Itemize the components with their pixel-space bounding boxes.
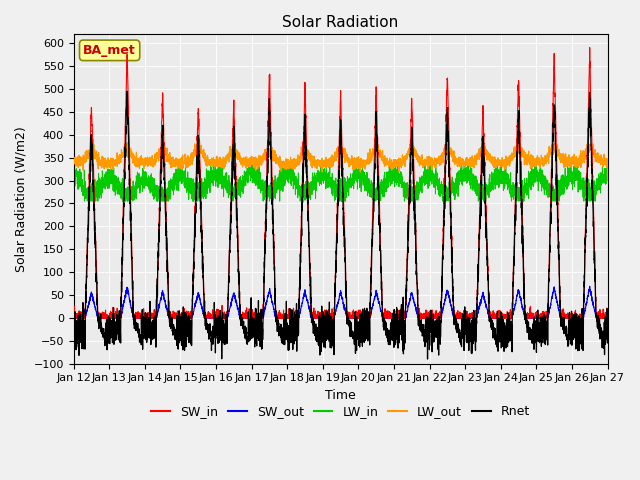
Title: Solar Radiation: Solar Radiation — [282, 15, 399, 30]
Legend: SW_in, SW_out, LW_in, LW_out, Rnet: SW_in, SW_out, LW_in, LW_out, Rnet — [146, 400, 535, 423]
Text: BA_met: BA_met — [83, 44, 136, 57]
X-axis label: Time: Time — [325, 389, 356, 402]
Y-axis label: Solar Radiation (W/m2): Solar Radiation (W/m2) — [15, 126, 28, 272]
